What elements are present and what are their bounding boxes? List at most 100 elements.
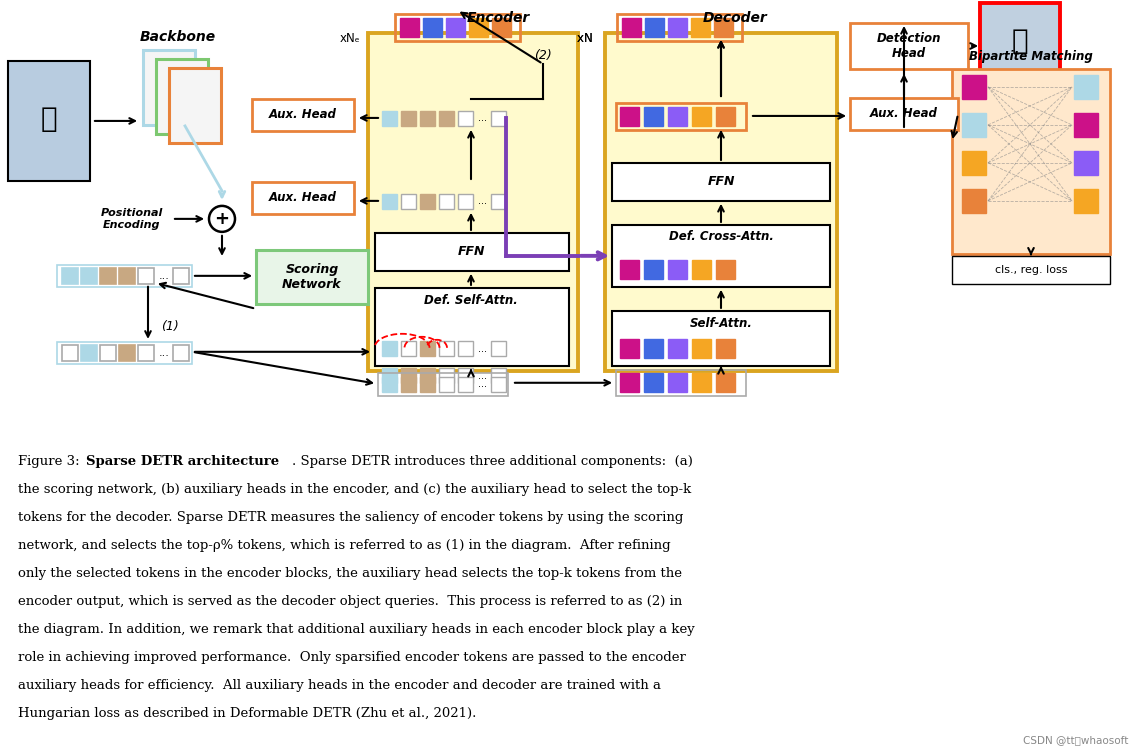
Bar [490,340,507,356]
Bar [714,18,733,37]
Bar [490,368,507,382]
Bar [57,265,193,286]
Text: tokens for the decoder. Sparse DETR measures the saliency of encoder tokens by u: tokens for the decoder. Sparse DETR meas… [18,511,683,524]
Bar [8,61,91,181]
Bar [419,111,435,126]
Bar [382,111,397,126]
Bar [644,260,664,279]
Bar [1074,75,1098,99]
Bar [952,69,1110,254]
Bar [439,368,454,382]
Bar [716,373,735,392]
Text: cls., reg. loss: cls., reg. loss [995,265,1067,274]
Bar [400,18,419,37]
Bar [961,151,986,175]
Bar [419,376,435,392]
Bar [716,260,735,279]
Text: ...: ... [478,196,487,206]
Bar [668,18,686,37]
Bar [716,339,735,358]
Text: auxiliary heads for efficiency.  All auxiliary heads in the encoder and decoder : auxiliary heads for efficiency. All auxi… [18,679,661,692]
Text: FFN: FFN [707,176,735,188]
Text: Scoring
Network: Scoring Network [282,262,342,291]
Text: xN⁤: xN⁤ [578,32,592,46]
Bar [620,260,639,279]
Text: Detection
Head: Detection Head [877,32,941,60]
Text: (2): (2) [534,50,552,62]
Bar [252,99,354,131]
Bar [401,368,416,382]
Bar [138,268,154,284]
Text: ...: ... [478,113,487,123]
Text: ...: ... [159,271,170,280]
Text: 🐦: 🐦 [1012,27,1028,55]
Bar [419,340,435,356]
Bar [492,18,511,37]
Text: Figure 3:: Figure 3: [18,454,84,468]
Bar [490,376,507,392]
Bar [490,194,507,209]
Bar [469,18,488,37]
Bar [81,268,97,284]
Bar [612,310,830,366]
Bar [423,18,442,37]
Bar [382,368,397,382]
Bar [691,18,711,37]
Bar [401,111,416,126]
Bar [401,194,416,209]
Bar [668,107,686,126]
Bar [961,189,986,213]
Bar [490,111,507,126]
Bar [401,340,416,356]
Bar [961,113,986,137]
Bar [458,194,473,209]
Bar [382,340,397,356]
Bar [156,59,209,134]
Bar [81,345,97,361]
Bar [668,260,686,279]
Bar [692,260,711,279]
Text: the scoring network, (b) auxiliary heads in the encoder, and (c) the auxiliary h: the scoring network, (b) auxiliary heads… [18,483,691,496]
Text: Def. Cross-Attn.: Def. Cross-Attn. [668,230,774,243]
Bar [668,373,686,392]
Bar [382,376,397,392]
Bar [173,345,189,361]
Text: Self-Attn.: Self-Attn. [690,317,753,330]
Bar [1074,113,1098,137]
Bar [143,50,195,125]
Bar [644,339,664,358]
Bar [620,107,639,126]
Bar [378,373,508,396]
Text: ...: ... [478,370,487,381]
Bar [62,345,78,361]
Bar [612,225,830,286]
Bar [57,342,193,364]
Bar [980,3,1060,81]
Bar [620,339,639,358]
Text: Aux. Head: Aux. Head [269,191,337,205]
Bar [617,14,741,41]
Text: CSDN @tt妖whaosoft: CSDN @tt妖whaosoft [1022,735,1128,745]
Bar [692,373,711,392]
Text: the diagram. In addition, we remark that additional auxiliary heads in each enco: the diagram. In addition, we remark that… [18,623,694,636]
Text: Sparse DETR architecture: Sparse DETR architecture [86,454,280,468]
Text: Aux. Head: Aux. Head [870,107,937,121]
Text: Def. Self-Attn.: Def. Self-Attn. [424,294,518,307]
Bar [168,68,221,143]
Bar [439,340,454,356]
Bar [252,182,354,214]
Text: Bipartite Matching: Bipartite Matching [970,50,1093,63]
Bar [439,111,454,126]
Text: ...: ... [478,379,487,388]
Bar [458,111,473,126]
Bar [1074,151,1098,175]
Bar [692,339,711,358]
Bar [620,373,639,392]
Bar [395,14,520,41]
Bar [458,376,473,392]
Text: FFN: FFN [457,245,485,258]
Text: Positional
Encoding: Positional Encoding [101,208,163,230]
Bar [1074,189,1098,213]
Circle shape [209,206,235,232]
Bar [375,288,570,366]
